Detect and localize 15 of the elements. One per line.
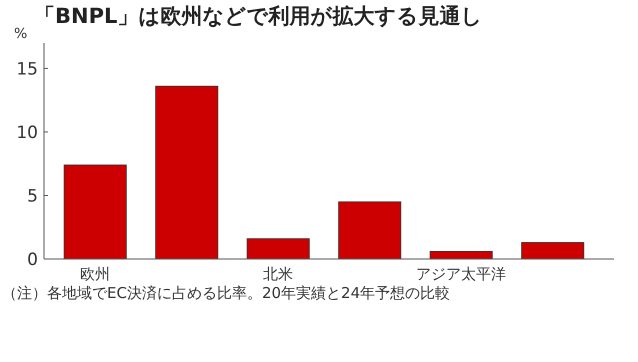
bar bbox=[338, 201, 402, 260]
bar bbox=[64, 164, 127, 260]
chart-title: 「BNPL」は欧州などで利用が拡大する見通し bbox=[34, 4, 482, 28]
y-tick-label: 0 bbox=[27, 250, 38, 270]
y-tick-label: 5 bbox=[27, 186, 38, 206]
y-axis-title: % bbox=[14, 26, 28, 42]
y-tick-label: 15 bbox=[16, 59, 38, 80]
bar bbox=[155, 86, 218, 260]
x-tick-label: 北米 bbox=[263, 265, 294, 283]
x-tick-label: アジア太平洋 bbox=[416, 265, 506, 283]
bar bbox=[521, 242, 584, 260]
y-tick-label: 10 bbox=[16, 122, 38, 143]
x-tick-label: 欧州 bbox=[80, 265, 110, 283]
bar bbox=[246, 238, 310, 260]
text: （注）各地域でEC決済に占める比率。20年実績と24年予想の比較 bbox=[2, 284, 450, 302]
